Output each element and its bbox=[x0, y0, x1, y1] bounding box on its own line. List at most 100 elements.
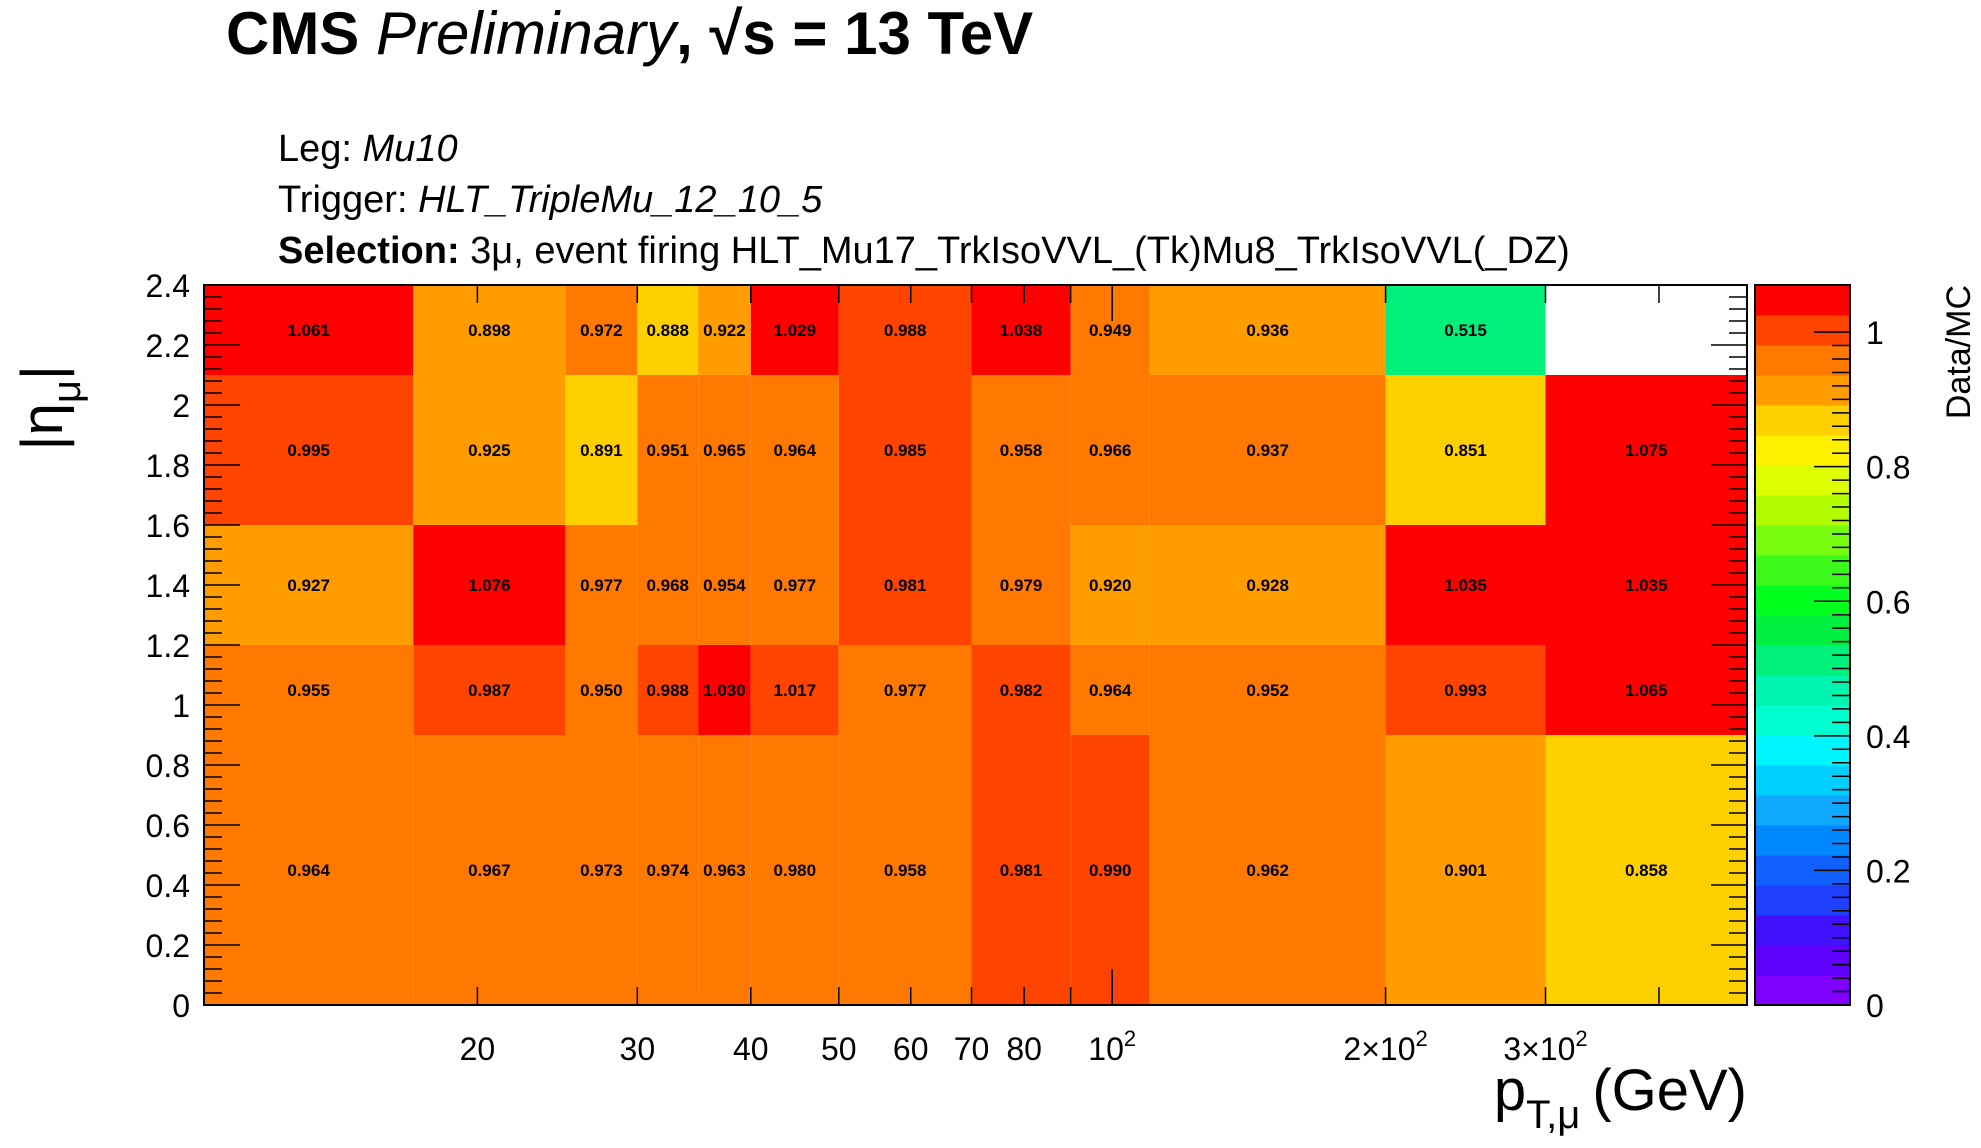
heatmap-cell bbox=[971, 375, 1071, 525]
trigger-label: Trigger: bbox=[278, 179, 408, 221]
heatmap-cell bbox=[1149, 645, 1386, 735]
cell-value-label: 0.927 bbox=[287, 576, 330, 595]
heatmap-cell bbox=[838, 375, 972, 525]
z-tick-label: 0 bbox=[1866, 988, 1884, 1024]
cell-value-label: 1.065 bbox=[1625, 681, 1668, 700]
x-tick-label: 70 bbox=[954, 1031, 990, 1067]
cell-value-label: 0.985 bbox=[884, 441, 927, 460]
cell-value-label: 0.981 bbox=[1000, 861, 1043, 880]
heatmap-cell bbox=[565, 285, 638, 375]
cell-value-label: 1.035 bbox=[1625, 576, 1668, 595]
cell-value-label: 0.973 bbox=[580, 861, 623, 880]
y-tick-label: 1.6 bbox=[146, 508, 190, 544]
heatmap-cell bbox=[1149, 735, 1386, 1005]
color-scale-swatch bbox=[1755, 615, 1850, 646]
x-axis-title: pT,μ (GeV) bbox=[1494, 1058, 1747, 1137]
x-tick-label: 80 bbox=[1006, 1031, 1042, 1067]
x-axis: 20 30 40 50 60 70 80 102 2×102 3×102 bbox=[460, 285, 1748, 1067]
cell-value-label: 0.958 bbox=[1000, 441, 1043, 460]
cell-value-label: 0.977 bbox=[884, 681, 927, 700]
y-tick-label: 0.8 bbox=[146, 748, 190, 784]
cell-value-label: 1.035 bbox=[1444, 576, 1487, 595]
heatmap-cell bbox=[204, 645, 414, 735]
heatmap-cell bbox=[1070, 735, 1150, 1005]
z-tick-label: 0.2 bbox=[1866, 853, 1910, 889]
color-scale-swatch bbox=[1755, 375, 1850, 406]
cell-value-label: 0.972 bbox=[580, 321, 623, 340]
x-tick-label: 30 bbox=[620, 1031, 656, 1067]
heatmap-cell bbox=[1149, 525, 1386, 645]
cell-value-label: 0.891 bbox=[580, 441, 623, 460]
status-label: Preliminary bbox=[376, 0, 677, 67]
color-scale-swatch bbox=[1755, 645, 1850, 676]
cell-value-label: 1.017 bbox=[774, 681, 817, 700]
cell-value-label: 0.964 bbox=[1089, 681, 1132, 700]
y-tick-label: 0.6 bbox=[146, 808, 190, 844]
cell-value-label: 0.977 bbox=[774, 576, 817, 595]
y-tick-label: 1.8 bbox=[146, 448, 190, 484]
cell-value-label: 0.964 bbox=[774, 441, 817, 460]
heatmap-cell bbox=[1385, 645, 1546, 735]
color-scale-swatch bbox=[1755, 795, 1850, 826]
heatmap-cell bbox=[413, 285, 566, 375]
cell-value-label: 0.995 bbox=[287, 441, 330, 460]
heatmap-cell bbox=[971, 735, 1071, 1005]
x-tick-label: 60 bbox=[893, 1031, 929, 1067]
heatmap-cell bbox=[413, 375, 566, 525]
cell-value-label: 0.920 bbox=[1089, 576, 1132, 595]
selection-label: Selection: bbox=[278, 230, 460, 272]
cell-value-labels: 0.964 0.967 0.973 0.974 0.963 0.980 0.958 0.981… bbox=[287, 321, 1667, 880]
heatmap-cell bbox=[565, 525, 638, 645]
color-scale-swatch bbox=[1755, 735, 1850, 766]
heatmap-cell bbox=[1385, 285, 1546, 375]
color-scale-swatch bbox=[1755, 405, 1850, 436]
heatmap-cell bbox=[698, 375, 751, 525]
heatmap-cell bbox=[971, 285, 1071, 375]
heatmap-cell bbox=[838, 645, 972, 735]
heatmap-cell bbox=[971, 525, 1071, 645]
cell-value-label: 0.515 bbox=[1444, 321, 1487, 340]
trigger-value: HLT_TripleMu_12_10_5 bbox=[418, 179, 823, 221]
cell-value-label: 0.967 bbox=[468, 861, 511, 880]
experiment-label: CMS bbox=[226, 0, 360, 67]
heatmap-cell bbox=[750, 285, 839, 375]
cell-value-label: 0.966 bbox=[1089, 441, 1132, 460]
color-scale-swatch bbox=[1755, 945, 1850, 976]
heatmap-cells bbox=[204, 285, 1747, 1005]
trigger-note: Trigger: HLT_TripleMu_12_10_5 bbox=[278, 178, 822, 222]
leg-value: Mu10 bbox=[362, 128, 458, 170]
cell-value-label: 0.937 bbox=[1246, 441, 1289, 460]
cell-value-label: 1.030 bbox=[703, 681, 746, 700]
leg-note: Leg: Mu10 bbox=[278, 127, 458, 171]
heatmap-cell bbox=[1070, 375, 1150, 525]
heatmap-cell bbox=[1070, 645, 1150, 735]
cell-value-label: 1.076 bbox=[468, 576, 511, 595]
y-tick-label: 0.2 bbox=[146, 928, 190, 964]
heatmap-cell bbox=[637, 375, 699, 525]
x-tick-label: 2×102 bbox=[1343, 1026, 1427, 1067]
cell-value-label: 1.029 bbox=[774, 321, 817, 340]
heatmap-cell bbox=[698, 735, 751, 1005]
heatmap-cell bbox=[413, 525, 566, 645]
cell-value-label: 0.990 bbox=[1089, 861, 1132, 880]
cell-value-label: 0.922 bbox=[703, 321, 746, 340]
x-tick-label: 50 bbox=[821, 1031, 857, 1067]
cell-value-label: 0.988 bbox=[646, 681, 689, 700]
y-axis: 0 0.2 0.4 0.6 0.8 1 1.2 1.4 1.6 1.8 2 2.2 2.4 bbox=[146, 268, 1747, 1024]
heatmap-cell bbox=[1545, 375, 1747, 525]
color-scale-swatch bbox=[1755, 525, 1850, 556]
y-tick-label: 2.2 bbox=[146, 328, 190, 364]
heatmap-cell bbox=[204, 375, 414, 525]
cell-value-label: 0.858 bbox=[1625, 861, 1668, 880]
heatmap-cell bbox=[637, 285, 699, 375]
cell-value-label: 0.958 bbox=[884, 861, 927, 880]
cell-value-label: 0.928 bbox=[1246, 576, 1289, 595]
cell-value-label: 0.979 bbox=[1000, 576, 1043, 595]
heatmap-cell bbox=[1385, 375, 1546, 525]
y-tick-label: 0 bbox=[172, 988, 190, 1024]
x-tick-label: 20 bbox=[460, 1031, 496, 1067]
heatmap-cell bbox=[565, 375, 638, 525]
cell-value-label: 0.851 bbox=[1444, 441, 1487, 460]
color-scale-swatch bbox=[1755, 345, 1850, 376]
